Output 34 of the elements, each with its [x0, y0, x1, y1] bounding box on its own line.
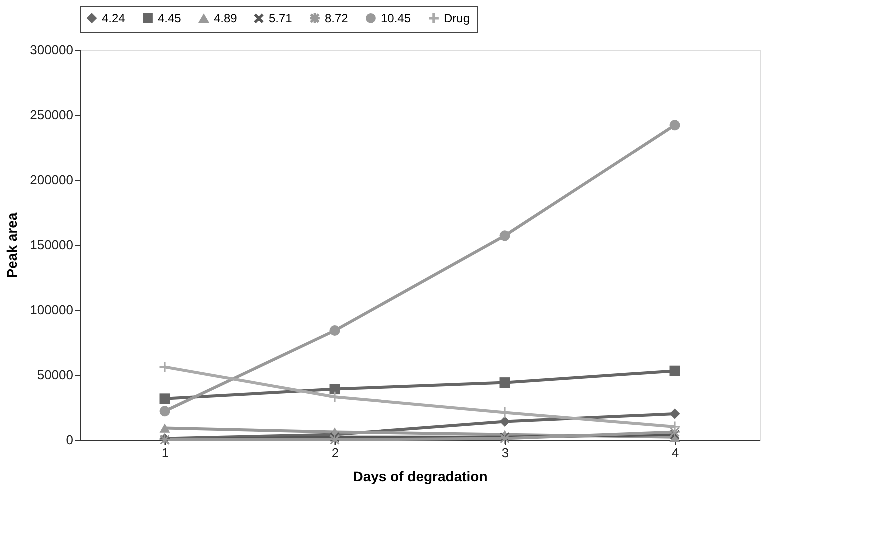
y-tick-label: 100000	[30, 302, 74, 318]
x-tick-label: 3	[502, 446, 510, 460]
point	[500, 378, 510, 388]
point	[160, 394, 170, 404]
x-tick-label: 4	[672, 446, 680, 460]
legend-label: 4.45	[158, 11, 182, 26]
legend-label: 4.24	[102, 11, 126, 26]
y-tick-label: 250000	[30, 108, 74, 122]
y-tick-label: 150000	[30, 238, 74, 252]
x-tick-label: 1	[162, 446, 170, 460]
y-tick-label: 200000	[30, 172, 74, 188]
point	[160, 424, 170, 433]
legend-label: 10.45	[381, 11, 412, 26]
point	[330, 384, 340, 395]
legend-label: Drug	[444, 11, 470, 26]
point	[670, 408, 680, 420]
y-tick-label: 50000	[37, 368, 74, 382]
legend-label: 5.71	[269, 12, 293, 26]
y-axis-title: Peak area	[4, 212, 20, 278]
x-tick-label: 2	[332, 446, 340, 460]
point	[330, 434, 340, 446]
point	[330, 326, 340, 336]
point	[160, 362, 170, 372]
point	[670, 422, 680, 432]
point	[500, 416, 510, 428]
y-tick-label: 300000	[30, 42, 74, 58]
y-tick-label: 0	[66, 432, 74, 448]
point	[670, 120, 680, 131]
legend-label: 4.89	[214, 12, 238, 26]
point	[500, 230, 510, 242]
point	[160, 406, 170, 417]
point	[670, 366, 680, 376]
x-axis-title: Days of degradation	[353, 468, 488, 484]
legend-label: 8.72	[325, 11, 349, 26]
